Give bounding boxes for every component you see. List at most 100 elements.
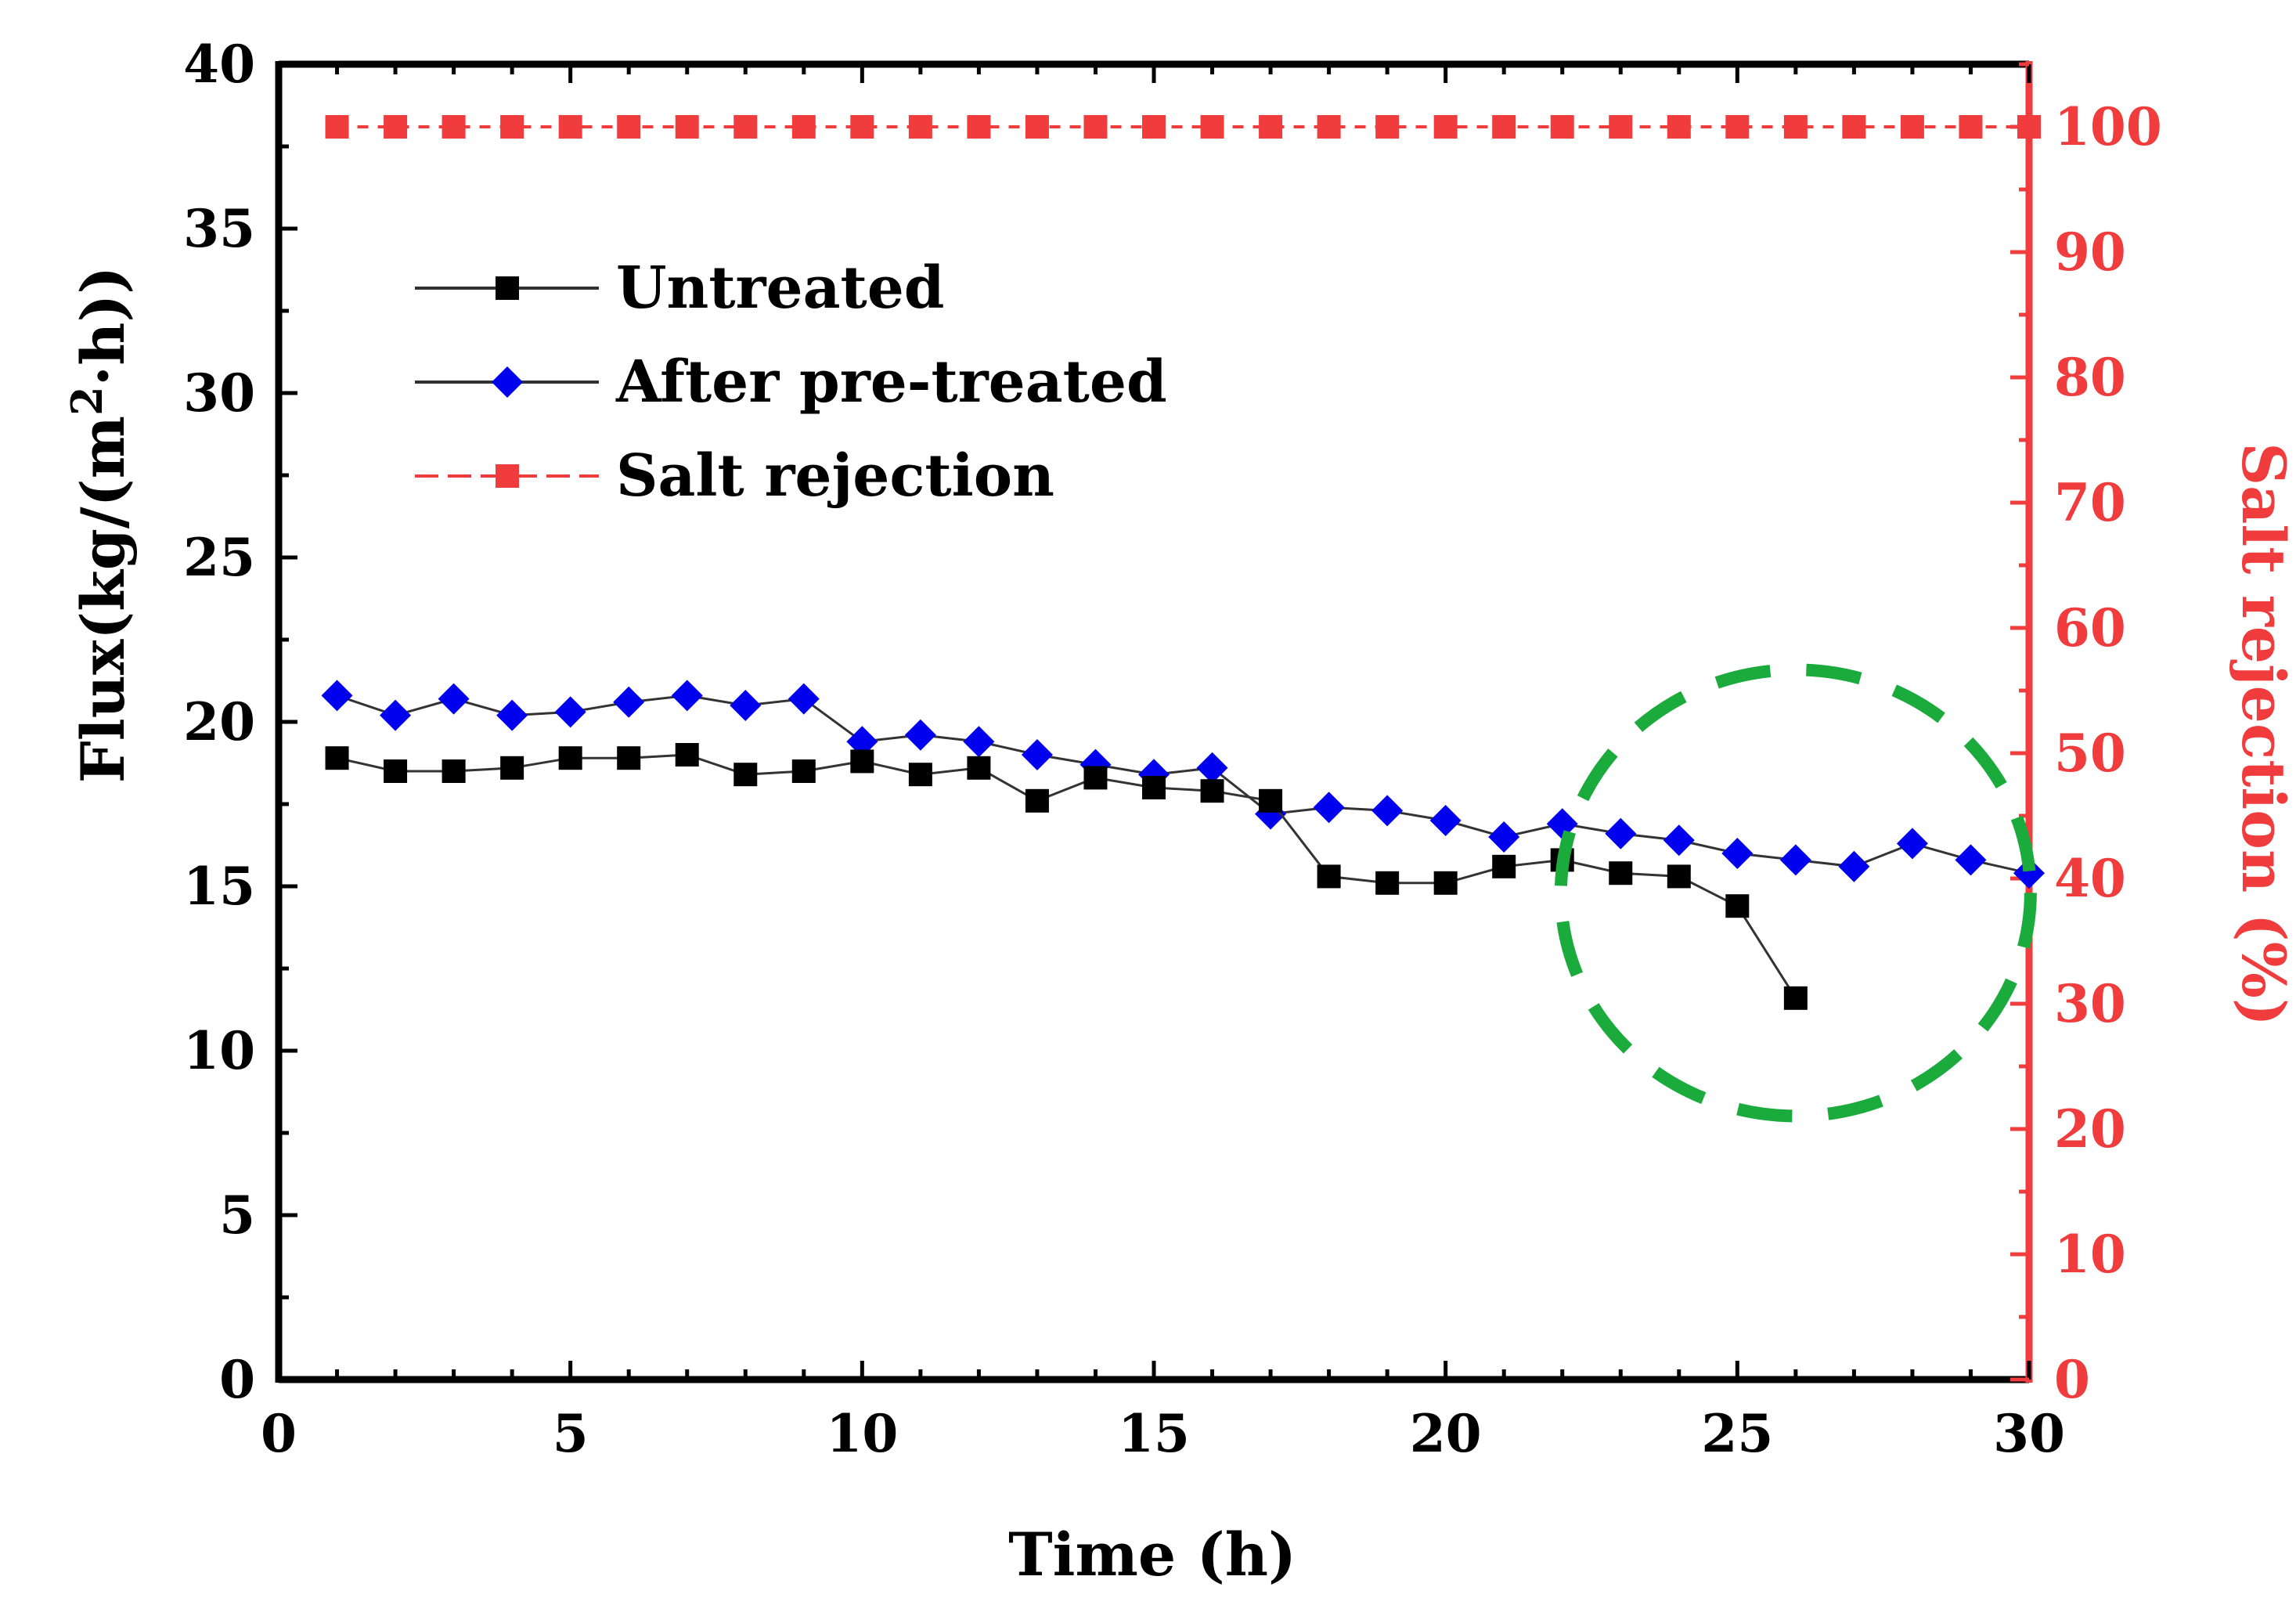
data-point [791,759,816,783]
data-point [1725,115,1750,139]
legend-item: Salt rejection [415,442,1054,510]
data-point [671,680,703,712]
data-point [1083,766,1108,790]
legend-marker [496,464,519,488]
data-point [1429,805,1462,836]
data-point [321,680,353,712]
data-point [1025,115,1049,139]
data-point [1317,115,1341,139]
x-tick-label: 30 [1993,1403,2065,1464]
data-point [1609,861,1633,886]
data-point [384,115,408,139]
data-point [1488,821,1520,853]
data-point [1546,808,1578,840]
data-point [1492,115,1516,139]
y-axis-title-right: Salt rejection (%) [2229,442,2296,1026]
data-point [1896,828,1928,860]
data-point [1725,894,1750,918]
data-point [325,746,349,770]
data-point [1317,864,1341,889]
data-point [617,746,641,770]
data-point [1838,850,1870,882]
data-point [1842,115,1866,139]
x-tick-label: 15 [1118,1403,1190,1464]
data-point [617,115,641,139]
series-untreated [325,743,1808,1010]
y-left-tick-label: 25 [183,527,255,588]
data-point [1667,115,1691,139]
data-point [904,719,936,751]
data-point [325,115,349,139]
y-left-tick-label: 5 [219,1185,255,1246]
annotation-layer [1554,663,2037,1123]
y-axis-title-left-sup: 2 [62,386,112,416]
data-point [1200,779,1224,803]
data-point [500,756,524,780]
legend-label: Salt rejection [616,442,1054,510]
axis-ticks: 0 5 10 15 20 25 300510152025303540010203040506… [183,34,2162,1464]
y-left-tick-label: 10 [183,1020,255,1081]
y-right-tick-label: 40 [2054,848,2126,909]
series-layer [321,115,2045,1010]
data-point [384,759,408,783]
legend: Untreated After pre-treated Salt rejection [415,254,1167,510]
y-left-tick-label: 40 [183,34,255,95]
data-point [1142,776,1166,799]
highlight-ellipse [1554,663,2037,1123]
data-point [850,749,874,774]
y-axis-title-left-main: Flux(kg/(m [68,416,138,783]
data-point [908,763,932,787]
data-point [1142,115,1166,139]
data-point [442,759,466,783]
legend-marker [492,366,523,398]
y-right-tick-label: 20 [2054,1098,2126,1160]
data-point [1259,115,1283,139]
data-point [850,115,874,139]
data-point [1433,871,1458,895]
plot-frame [275,60,2033,1383]
data-point [788,683,820,715]
data-point [442,115,466,139]
data-point [1605,817,1637,849]
data-point [730,690,762,721]
data-point [1259,788,1283,813]
data-point [1959,115,1983,139]
data-point [1492,854,1516,878]
series-line [337,694,2030,875]
data-point [1371,795,1404,827]
data-point [846,726,878,758]
y-left-tick-label: 30 [183,363,255,424]
data-point [1375,871,1400,895]
x-tick-label: 0 [261,1403,297,1464]
legend-item: After pre-treated [415,348,1167,416]
y-left-tick-label: 0 [219,1349,255,1410]
data-point [1900,115,1924,139]
y-right-tick-label: 80 [2054,347,2126,408]
axis-titles: Time (h) Flux(kg/(m2·h)) Salt rejection … [62,266,2296,1589]
x-tick-label: 5 [553,1403,589,1464]
legend-label: After pre-treated [615,348,1167,416]
data-point [908,115,932,139]
y-right-tick-label: 60 [2054,597,2126,658]
data-point [1196,752,1228,784]
data-point [967,756,991,780]
x-tick-label: 10 [826,1403,898,1464]
data-point [675,115,699,139]
data-point [733,763,758,787]
x-tick-label: 25 [1701,1403,1773,1464]
y-right-tick-label: 0 [2054,1349,2090,1410]
legend-label: Untreated [616,254,945,322]
data-point [1021,739,1053,770]
data-point [438,683,470,715]
data-point [2013,857,2045,889]
data-point [500,115,524,139]
data-point [558,115,582,139]
y-right-tick-label: 50 [2054,723,2126,784]
data-point [554,696,586,728]
legend-marker [496,276,519,300]
x-tick-label: 20 [1410,1403,1482,1464]
data-point [380,699,412,731]
y-right-tick-label: 30 [2054,973,2126,1034]
x-axis-title: Time (h) [1008,1520,1296,1589]
data-point [1667,864,1691,889]
